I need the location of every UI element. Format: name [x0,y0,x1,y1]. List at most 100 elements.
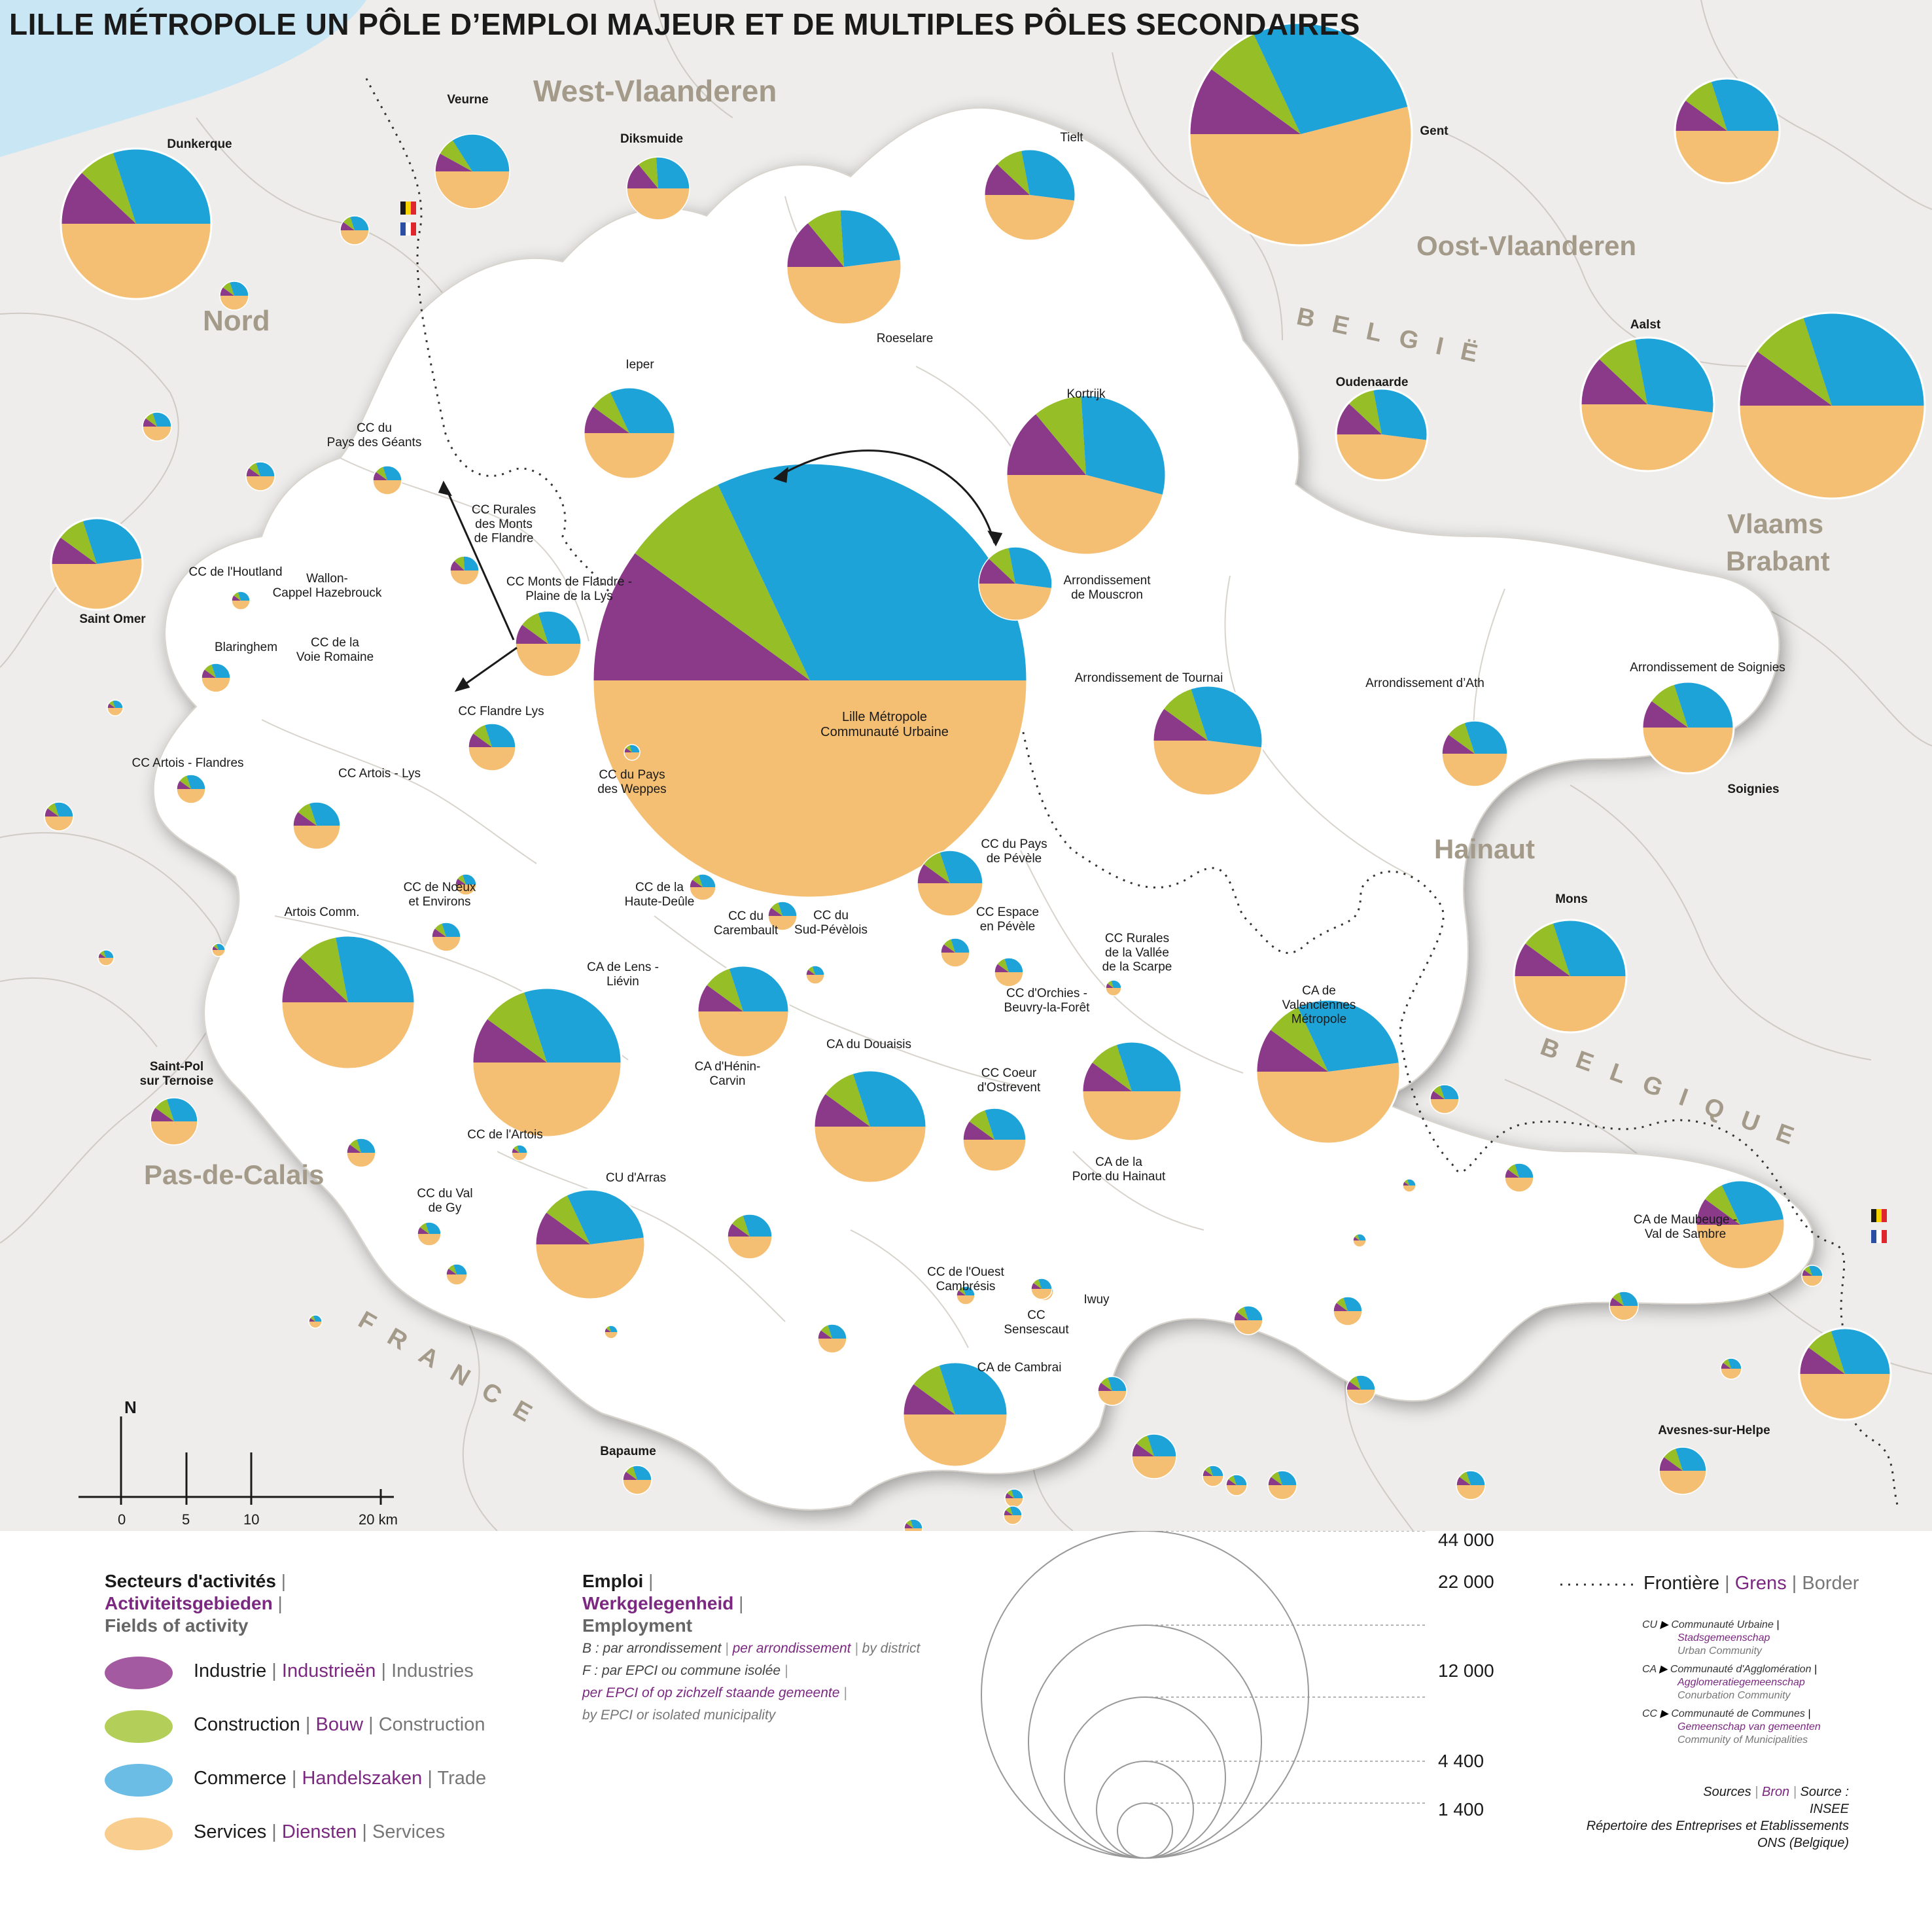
region-label: Oost-Vlaanderen [1416,230,1636,261]
construction-slice [1507,1164,1519,1178]
trade-slice [350,216,369,230]
trade-slice [1803,313,1925,406]
services-slice [212,950,225,957]
pie-chart [1188,22,1413,247]
industry-slice [232,595,241,601]
place-label: Roeselare [877,332,934,345]
services-slice [1333,1311,1362,1326]
construction-slice [1006,1489,1014,1498]
pie-chart [372,465,402,495]
industry-slice [957,1290,966,1295]
trade-slice [1253,23,1409,134]
construction-slice [1663,1448,1683,1471]
construction-slice [154,1098,174,1121]
services-slice [472,1063,622,1137]
small-pie [201,663,231,693]
small-pie [44,801,74,832]
trade-slice [1011,1489,1023,1498]
construction-slice [996,150,1030,195]
place-label: Artois Comm. [284,905,359,919]
construction-slice [343,217,355,230]
services-slice [1189,106,1412,245]
construction-slice [1348,389,1382,434]
north-label: N [124,1397,137,1417]
legend-note-b: B : par arrondissement | per arrondissem… [582,1641,921,1656]
pie-chart [1151,684,1264,797]
services-slice [1203,1476,1223,1486]
industry-slice [246,468,260,476]
trade-slice [1081,395,1166,495]
industry-slice [963,1121,994,1140]
services-slice [1082,1091,1182,1141]
trade-slice [1357,1233,1366,1240]
place-label: Gent [1420,124,1449,138]
services-slice [1256,1063,1400,1144]
industry-slice [1739,351,1832,406]
small-pie [219,281,249,311]
trade-slice [729,965,789,1011]
construction-slice [1685,80,1727,131]
flow-arrow-north [444,485,515,641]
small-pie [211,943,226,957]
trade-slice [940,851,983,883]
industry-slice [1132,1443,1154,1456]
pie-chart [902,1361,1009,1468]
place-label: CC Monts de Flandre -Plaine de la Lys [506,575,632,603]
pie-chart [622,1465,652,1495]
pie-chart [449,555,480,586]
construction-slice [440,139,472,171]
construction-slice [1598,338,1647,404]
pie-chart [431,922,461,952]
industry-slice [1005,1492,1014,1498]
construction-slice [1804,1265,1812,1276]
border-legend-symbol [1560,1583,1636,1586]
services-slice [1153,741,1263,796]
services-slice [1802,1276,1823,1286]
place-label: Wallon-Cappel Hazebrouck [273,572,382,600]
construction-slice [1524,922,1570,976]
industry-slice [51,536,97,564]
industry-slice [806,969,815,975]
trade-slice [1809,1265,1823,1276]
flow-arrows [438,449,1003,692]
construction-slice [546,1194,590,1244]
place-label: Saint Omer [79,612,146,626]
place-label: Veurne [447,93,488,107]
legend-abbr-cc: CC ▶ Communauté de Communes | Gemeenscha… [1642,1708,1821,1746]
legend-abbr-ca: CA ▶ Communauté d'Agglomération | Agglom… [1642,1664,1818,1701]
trade-slice [812,966,824,975]
construction-slice [905,1519,913,1528]
pie-chart [813,1069,928,1184]
services-slice [1739,406,1925,499]
pie-chart [917,850,983,917]
trade-slice [951,938,970,953]
small-pie [1346,1375,1376,1405]
construction-slice [60,520,97,564]
pie-chart [1030,1278,1053,1300]
pie-chart [1659,1447,1707,1495]
industry-slice [212,946,219,950]
trade-slice [1244,1306,1263,1320]
industry-slice [1333,1303,1348,1311]
industry-slice [293,811,317,826]
trade-slice [1515,1163,1534,1178]
trade-slice [656,157,690,188]
region-labels: West-Vlaanderen Oost-Vlaanderen Nord Vla… [144,74,1830,1190]
construction-slice [453,556,465,571]
small-pie [1202,1465,1224,1487]
industry-slice [1581,359,1647,404]
services-slice [818,1339,847,1353]
construction-slice [943,939,955,953]
construction-slice [521,612,548,644]
construction-slice [299,936,348,1002]
trade-slice [1440,1085,1459,1099]
pie-chart [280,934,416,1070]
place-label: Saint-Pol sur Ternoise [140,1060,214,1088]
place-label: CC du Carembault [714,909,779,938]
trade-slice [237,591,250,601]
swatch-construction [105,1710,173,1743]
industry-slice [917,864,950,883]
legend: Secteurs d'activités | Activiteitsgebied… [0,1530,1932,1932]
services-slice [143,427,171,441]
construction-slice [1704,1184,1740,1225]
